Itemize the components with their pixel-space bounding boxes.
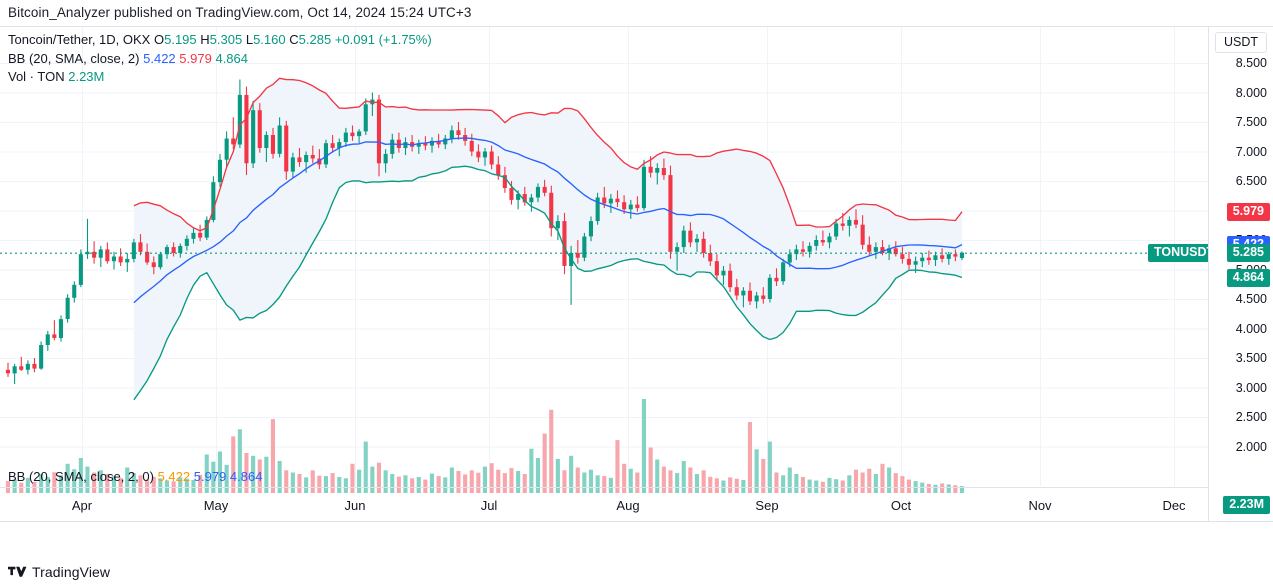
legend-bb-basis: 5.422 — [143, 50, 176, 66]
price-tick: 3.500 — [1235, 351, 1267, 365]
symbol-price-tag[interactable]: TONUSDT — [1148, 243, 1208, 262]
time-tick: Oct — [890, 498, 912, 513]
time-tick: Jun — [344, 498, 366, 513]
legend-change-percent: (+1.75%) — [378, 32, 432, 47]
legend-open-value: 5.195 — [164, 32, 197, 47]
published-caption: Bitcoin_Analyzer published on TradingVie… — [8, 5, 472, 20]
time-tick: May — [203, 498, 229, 513]
volume-badge[interactable]: 2.23M — [1223, 496, 1270, 514]
time-tick: Nov — [1028, 498, 1052, 513]
time-tick: Apr — [71, 498, 93, 513]
chart-gridlines — [0, 27, 1208, 486]
last-price-badge[interactable]: 5.285 — [1226, 243, 1270, 262]
legend-high-value: 5.305 — [209, 32, 243, 47]
chart-legend: Toncoin/Tether, 1D, OKX O5.195 H5.305 L5… — [8, 31, 432, 87]
legend-bb-row: BB (20, SMA, close, 2) 5.422 5.979 4.864 — [8, 50, 432, 69]
price-tick: 2.000 — [1235, 439, 1267, 454]
legend-change: +0.091 — [334, 32, 375, 47]
price-tick: 8.500 — [1235, 56, 1267, 70]
tradingview-logo: TradingView — [8, 564, 110, 580]
legend-low-label: L — [245, 32, 254, 47]
bb-bottom-label: BB (20, SMA, close, 2, 0) — [8, 469, 154, 484]
legend-low-value: 5.160 — [253, 32, 286, 47]
tradingview-brand-text: TradingView — [32, 564, 111, 580]
price-tick: 3.000 — [1235, 380, 1267, 395]
price-axis[interactable]: USDT 8.5008.0007.5007.0006.5006.0005.500… — [1208, 27, 1273, 521]
time-tick: Jul — [480, 498, 498, 513]
legend-volume-value: 2.23M — [68, 69, 105, 84]
price-tick: 7.000 — [1235, 144, 1267, 159]
chart-pane[interactable]: Toncoin/Tether, 1D, OKX O5.195 H5.305 L5… — [0, 27, 1208, 521]
legend-open-label: O — [153, 32, 165, 47]
bb-bottom-upper: 5.979 — [193, 469, 227, 484]
legend-volume-label: Vol · TON — [8, 69, 65, 84]
legend-bb-upper: 5.979 — [179, 50, 212, 66]
bb-bottom-legend: BB (20, SMA, close, 2, 0) 5.422 5.979 4.… — [8, 469, 262, 484]
bb-bottom-basis: 5.422 — [157, 469, 191, 484]
legend-close-label: C — [289, 32, 299, 47]
chart-frame: Toncoin/Tether, 1D, OKX O5.195 H5.305 L5… — [0, 26, 1273, 522]
time-tick: Dec — [1162, 498, 1186, 513]
legend-volume-row: Vol · TON 2.23M — [8, 68, 432, 87]
legend-ohlc-row: Toncoin/Tether, 1D, OKX O5.195 H5.305 L5… — [8, 31, 432, 50]
tradingview-mark-icon — [8, 566, 27, 577]
price-tick: 7.500 — [1235, 115, 1267, 129]
legend-bb-label: BB (20, SMA, close, 2) — [8, 50, 140, 66]
bb-bottom-lower: 4.864 — [229, 469, 263, 484]
currency-chip: USDT — [1214, 32, 1268, 53]
time-tick: Sep — [755, 498, 779, 513]
price-tick: 4.000 — [1235, 321, 1267, 336]
price-tick: 6.500 — [1235, 174, 1267, 188]
legend-bb-lower: 4.864 — [215, 50, 249, 66]
time-axis[interactable]: Apr May Jun Jul Aug Sep Oct Nov Dec — [0, 487, 1208, 521]
legend-symbol: Toncoin/Tether, 1D, OKX — [8, 32, 151, 47]
legend-high-label: H — [200, 32, 210, 47]
chart-series — [0, 77, 1208, 493]
price-tick: 8.000 — [1235, 85, 1267, 100]
bb-lower-badge[interactable]: 4.864 — [1226, 268, 1270, 287]
price-tick: 4.500 — [1235, 292, 1267, 306]
legend-close-value: 5.285 — [298, 32, 332, 47]
time-tick: Aug — [616, 498, 640, 513]
bb-upper-badge[interactable]: 5.979 — [1226, 202, 1270, 221]
price-tick: 2.500 — [1235, 410, 1267, 424]
